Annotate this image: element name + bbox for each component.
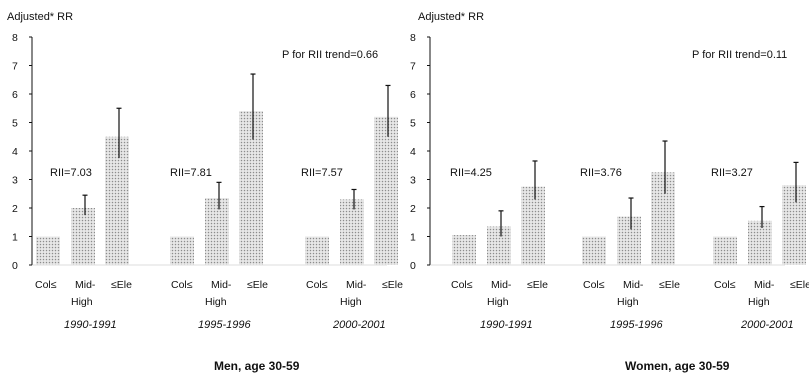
category-label: High [487,296,509,308]
bar [305,236,329,265]
y-tick-label: 3 [410,175,416,187]
y-tick-label: 7 [12,61,18,73]
category-label: Mid- [346,279,367,291]
bar [170,236,194,265]
period-label: 1995-1996 [610,319,663,331]
category-label: Mid- [754,279,775,291]
bar [748,220,772,265]
period-label: 2000-2001 [740,319,794,331]
bar [36,236,60,265]
y-tick-label: 5 [12,118,18,130]
bar [71,208,95,265]
category-label: ≤Ele [659,279,680,291]
bar [340,199,364,265]
y-tick-label: 7 [410,61,416,73]
category-label: High [748,296,770,308]
category-label: High [71,296,93,308]
y-tick-label: 8 [410,32,416,44]
y-tick-label: 0 [410,260,416,272]
bar [239,111,263,265]
y-axis-title: Adjusted* RR [418,11,484,23]
bar [205,198,229,265]
rii-label: RII=3.76 [580,167,622,179]
y-tick-label: 4 [12,146,18,158]
period-label: 1995-1996 [198,319,251,331]
rii-label: RII=4.25 [450,167,492,179]
category-label: High [205,296,227,308]
category-label: Mid- [491,279,512,291]
y-tick-label: 5 [410,118,416,130]
category-label: Col≤ [714,279,736,291]
bar [713,236,737,265]
panel-title: Men, age 30-59 [214,359,300,373]
bar [582,236,606,265]
y-tick-label: 2 [410,203,416,215]
women-chart-panel: Adjusted* RR 0 1 2 3 4 5 6 7 8 P for RII trend=0.1… [410,11,809,373]
category-label: ≤Ele [527,279,548,291]
men-chart-panel: Adjusted* RR 0 1 2 3 4 5 6 7 8 P for RII trend=0.6… [7,11,403,373]
period-label: 2000-2001 [332,319,386,331]
trend-annotation: P for RII trend=0.66 [282,49,378,61]
y-tick-label: 6 [410,89,416,101]
category-label: Col≤ [306,279,328,291]
bar [374,116,398,265]
y-tick-label: 0 [12,260,18,272]
category-label: High [617,296,639,308]
y-tick-label: 1 [410,232,416,244]
bar [782,185,806,265]
category-label: Mid- [623,279,644,291]
category-label: Col≤ [35,279,57,291]
bar [617,216,641,265]
bar [521,186,545,265]
category-label: Mid- [211,279,232,291]
category-label: Col≤ [171,279,193,291]
bar [651,172,675,265]
bar [487,226,511,265]
y-tick-label: 3 [12,175,18,187]
category-label: High [340,296,362,308]
period-label: 1990-1991 [480,319,533,331]
category-label: ≤Ele [247,279,268,291]
category-label: ≤Ele [111,279,132,291]
trend-annotation: P for RII trend=0.11 [692,49,787,61]
rii-label: RII=7.03 [50,167,92,179]
y-tick-label: 6 [12,89,18,101]
y-tick-label: 1 [12,232,18,244]
category-label: ≤Ele [382,279,403,291]
y-axis-title: Adjusted* RR [7,11,73,23]
bar [452,235,476,265]
rii-label: RII=7.81 [170,167,212,179]
category-label: ≤Ele [790,279,809,291]
category-label: Col≤ [583,279,605,291]
y-tick-label: 2 [12,203,18,215]
bar [105,136,129,265]
rii-label: RII=7.57 [301,167,343,179]
rii-label: RII=3.27 [711,167,753,179]
y-tick-label: 8 [12,32,18,44]
period-label: 1990-1991 [64,319,117,331]
category-label: Mid- [75,279,96,291]
panel-title: Women, age 30-59 [625,359,730,373]
y-tick-label: 4 [410,146,416,158]
category-label: Col≤ [451,279,473,291]
